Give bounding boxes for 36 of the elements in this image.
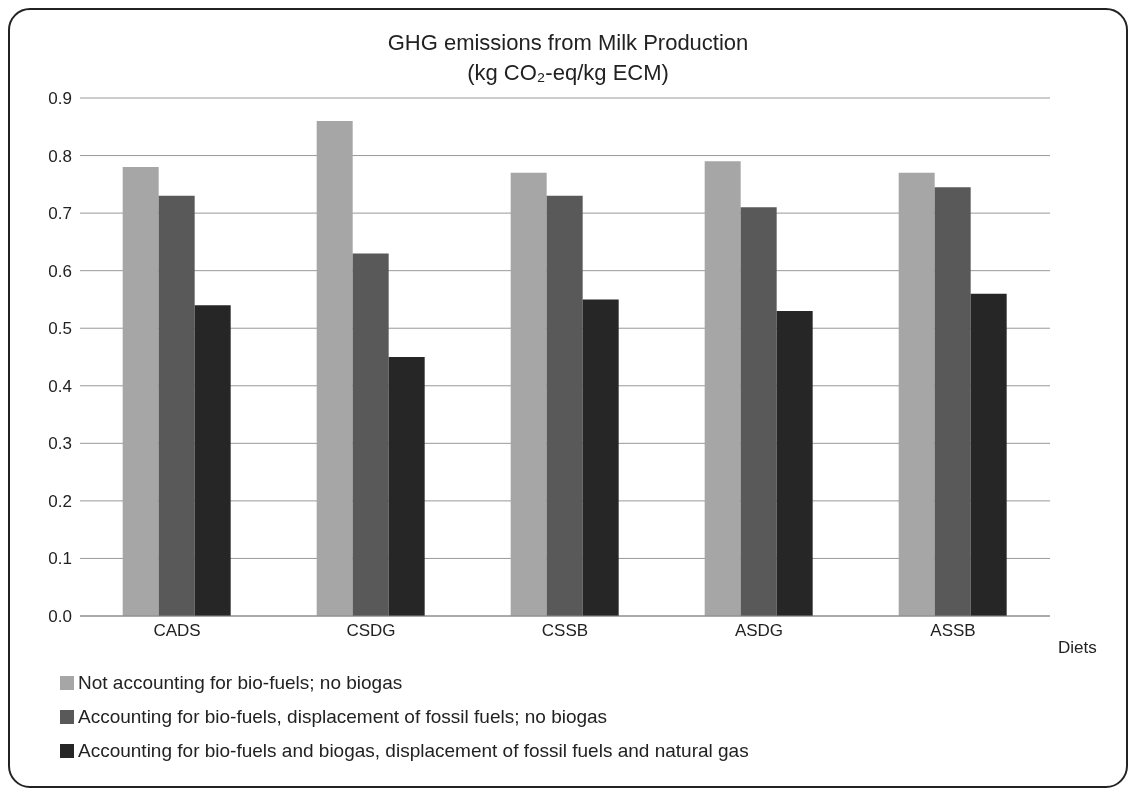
- y-tick-label: 0.4: [48, 376, 72, 396]
- chart-subtitle: (kg CO₂-eq/kg ECM): [466, 59, 670, 87]
- bar: [970, 293, 1007, 616]
- bar: [934, 187, 971, 616]
- y-tick-label: 0.5: [48, 319, 72, 339]
- y-tick-label: 0.6: [48, 261, 72, 281]
- x-axis-title: Diets: [1058, 638, 1097, 658]
- chart-title: GHG emissions from Milk Production: [386, 29, 750, 57]
- bar: [158, 195, 195, 616]
- x-tick-label: CADS: [153, 621, 201, 641]
- bar: [740, 207, 777, 616]
- bar: [194, 305, 231, 616]
- y-tick-label: 0.7: [48, 204, 72, 224]
- y-tick-label: 0.2: [48, 491, 72, 511]
- bar: [898, 172, 935, 616]
- legend-label: Not accounting for bio-fuels; no biogas: [78, 671, 403, 695]
- y-tick-label: 0.0: [48, 607, 72, 627]
- y-tick-label: 0.8: [48, 146, 72, 166]
- x-tick-label: ASDG: [734, 621, 784, 641]
- bar: [582, 299, 619, 616]
- bar: [122, 167, 159, 616]
- y-tick-label: 0.9: [48, 89, 72, 109]
- x-tick-label: ASSB: [930, 621, 976, 641]
- bar: [316, 121, 353, 616]
- bar: [776, 310, 813, 616]
- legend-label: Accounting for bio-fuels and biogas, displacement of fossil fuels and natural gas: [78, 739, 749, 763]
- y-tick-label: 0.1: [48, 549, 72, 569]
- legend-label: Accounting for bio-fuels, displacement of fossil fuels; no biogas: [78, 705, 608, 729]
- x-tick-label: CSDG: [346, 621, 396, 641]
- x-tick-label: CSSB: [541, 621, 589, 641]
- bar: [352, 253, 389, 616]
- y-tick-label: 0.3: [48, 434, 72, 454]
- bar: [510, 172, 547, 616]
- bar: [704, 161, 741, 616]
- bar: [388, 357, 425, 616]
- bar: [546, 195, 583, 616]
